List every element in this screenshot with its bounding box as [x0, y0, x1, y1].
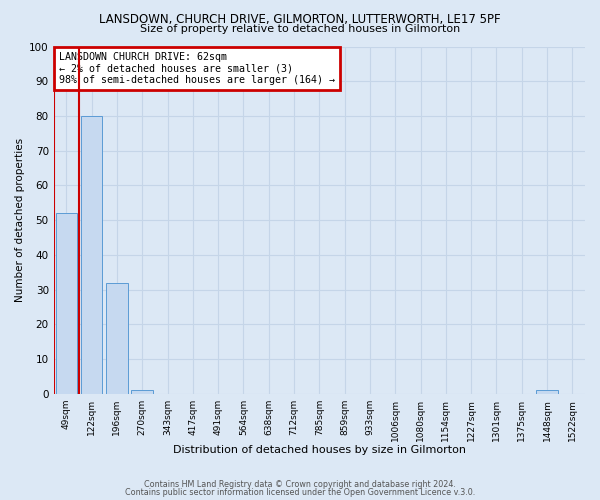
Text: Contains public sector information licensed under the Open Government Licence v.: Contains public sector information licen… — [125, 488, 475, 497]
Bar — [536, 390, 558, 394]
X-axis label: Distribution of detached houses by size in Gilmorton: Distribution of detached houses by size … — [173, 445, 466, 455]
Text: LANSDOWN, CHURCH DRIVE, GILMORTON, LUTTERWORTH, LE17 5PF: LANSDOWN, CHURCH DRIVE, GILMORTON, LUTTE… — [99, 12, 501, 26]
Text: LANSDOWN CHURCH DRIVE: 62sqm
← 2% of detached houses are smaller (3)
98% of semi: LANSDOWN CHURCH DRIVE: 62sqm ← 2% of det… — [59, 52, 335, 85]
Text: Size of property relative to detached houses in Gilmorton: Size of property relative to detached ho… — [140, 24, 460, 34]
Bar — [56, 213, 77, 394]
Bar — [106, 282, 128, 394]
Bar — [131, 390, 153, 394]
Text: Contains HM Land Registry data © Crown copyright and database right 2024.: Contains HM Land Registry data © Crown c… — [144, 480, 456, 489]
Bar — [81, 116, 103, 394]
Y-axis label: Number of detached properties: Number of detached properties — [15, 138, 25, 302]
